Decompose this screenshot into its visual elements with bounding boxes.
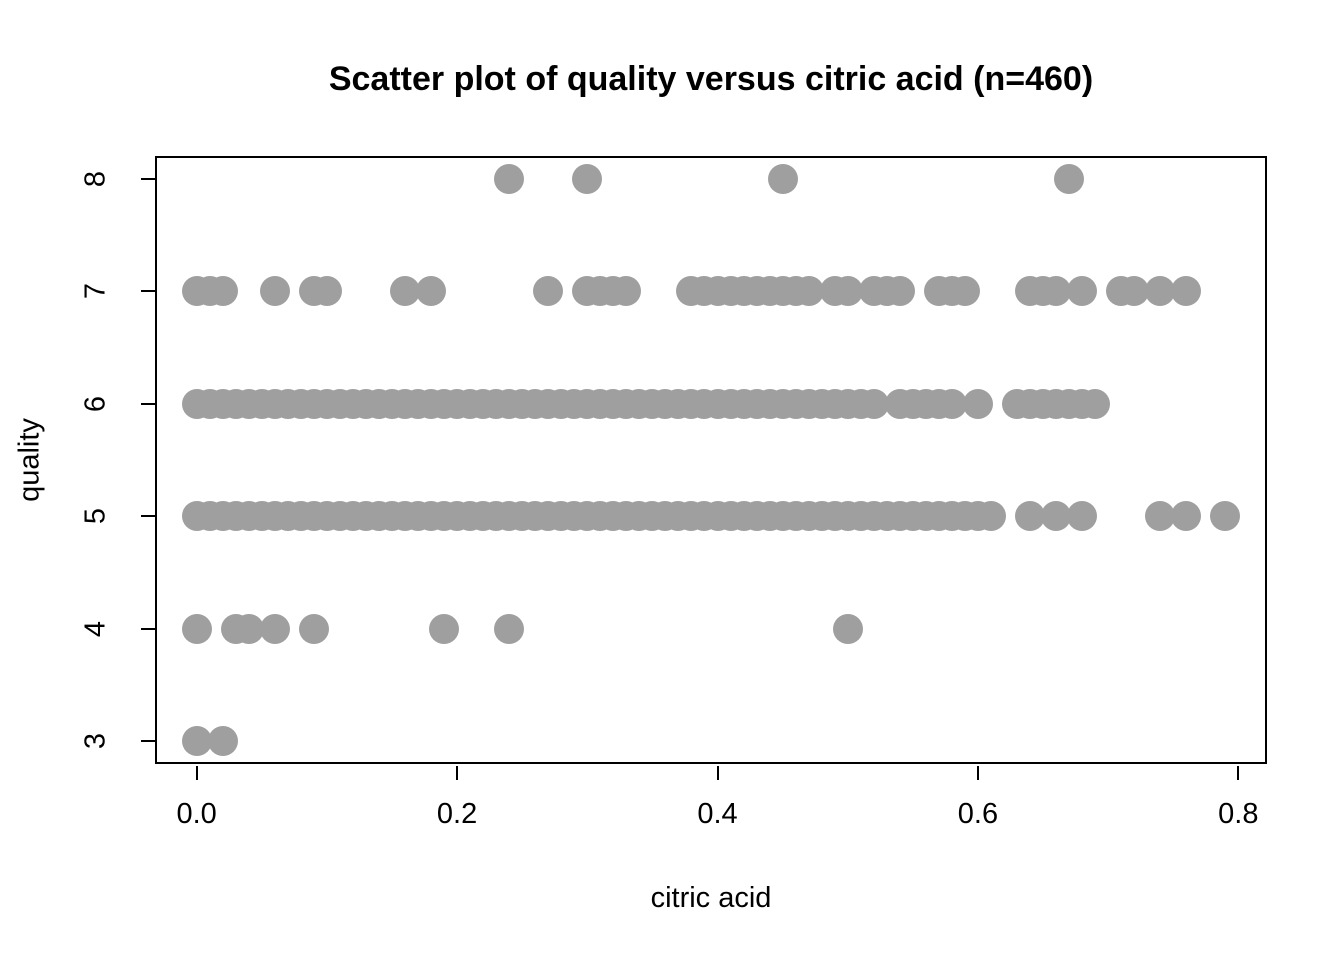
data-point — [1067, 501, 1098, 532]
data-point — [429, 613, 460, 644]
data-point — [975, 501, 1006, 532]
x-axis-tick-label: 0.8 — [1218, 798, 1259, 830]
data-point — [259, 613, 290, 644]
y-axis-tick — [141, 740, 155, 743]
data-point — [832, 276, 863, 307]
data-point — [936, 388, 967, 419]
data-point — [1145, 276, 1176, 307]
data-point — [298, 613, 329, 644]
y-axis-tick — [141, 515, 155, 518]
y-axis-tick-label: 6 — [79, 395, 112, 412]
y-axis-tick-label: 3 — [79, 733, 112, 750]
data-point — [884, 276, 915, 307]
y-axis-tick-label: 8 — [79, 170, 112, 187]
x-axis-tick-label: 0.4 — [697, 798, 738, 830]
x-axis-tick-label: 0.2 — [436, 798, 478, 830]
data-point — [1119, 276, 1150, 307]
x-axis-tick-label: 0.6 — [957, 798, 999, 830]
data-point — [416, 276, 447, 307]
data-point — [572, 163, 603, 194]
data-point — [1145, 501, 1176, 532]
data-point — [533, 276, 564, 307]
data-point — [1171, 501, 1202, 532]
x-axis-tick-label: 0.0 — [176, 798, 217, 830]
x-axis-tick — [1237, 766, 1240, 780]
y-axis-tick-label: 7 — [79, 283, 112, 300]
data-point — [207, 276, 238, 307]
y-axis-tick — [141, 627, 155, 630]
y-axis-tick-label: 5 — [79, 508, 112, 525]
data-point — [494, 613, 525, 644]
chart-title: Scatter plot of quality versus citric ac… — [328, 60, 1094, 98]
data-point — [962, 388, 993, 419]
y-axis-tick — [141, 402, 155, 405]
y-axis-tick — [141, 177, 155, 180]
data-point — [1210, 501, 1241, 532]
x-axis-tick — [976, 766, 979, 780]
data-point — [390, 276, 420, 307]
data-point — [1067, 276, 1098, 307]
data-point — [494, 163, 525, 194]
x-axis-tick — [716, 766, 719, 780]
data-point — [181, 726, 212, 757]
data-point — [1171, 276, 1202, 307]
data-point — [259, 276, 290, 307]
data-point — [832, 613, 863, 644]
y-axis-label-text: quality — [13, 418, 46, 502]
data-point — [858, 388, 889, 419]
data-point — [1015, 501, 1046, 532]
data-point — [949, 276, 980, 307]
data-point — [1041, 501, 1072, 532]
data-point — [611, 276, 642, 307]
data-point — [1041, 276, 1072, 307]
plot-area — [155, 156, 1267, 764]
data-point — [1080, 388, 1111, 419]
x-axis-tick — [456, 766, 459, 780]
data-point — [767, 163, 798, 194]
data-point — [181, 613, 212, 644]
y-axis-tick-label: 4 — [79, 620, 112, 637]
y-axis-tick — [141, 290, 155, 293]
data-point — [207, 726, 238, 757]
x-axis-label: citric acid — [650, 882, 772, 914]
x-axis-tick — [195, 766, 198, 780]
data-point — [311, 276, 342, 307]
data-point — [1054, 163, 1085, 194]
data-point — [793, 276, 824, 307]
data-point — [233, 613, 264, 644]
